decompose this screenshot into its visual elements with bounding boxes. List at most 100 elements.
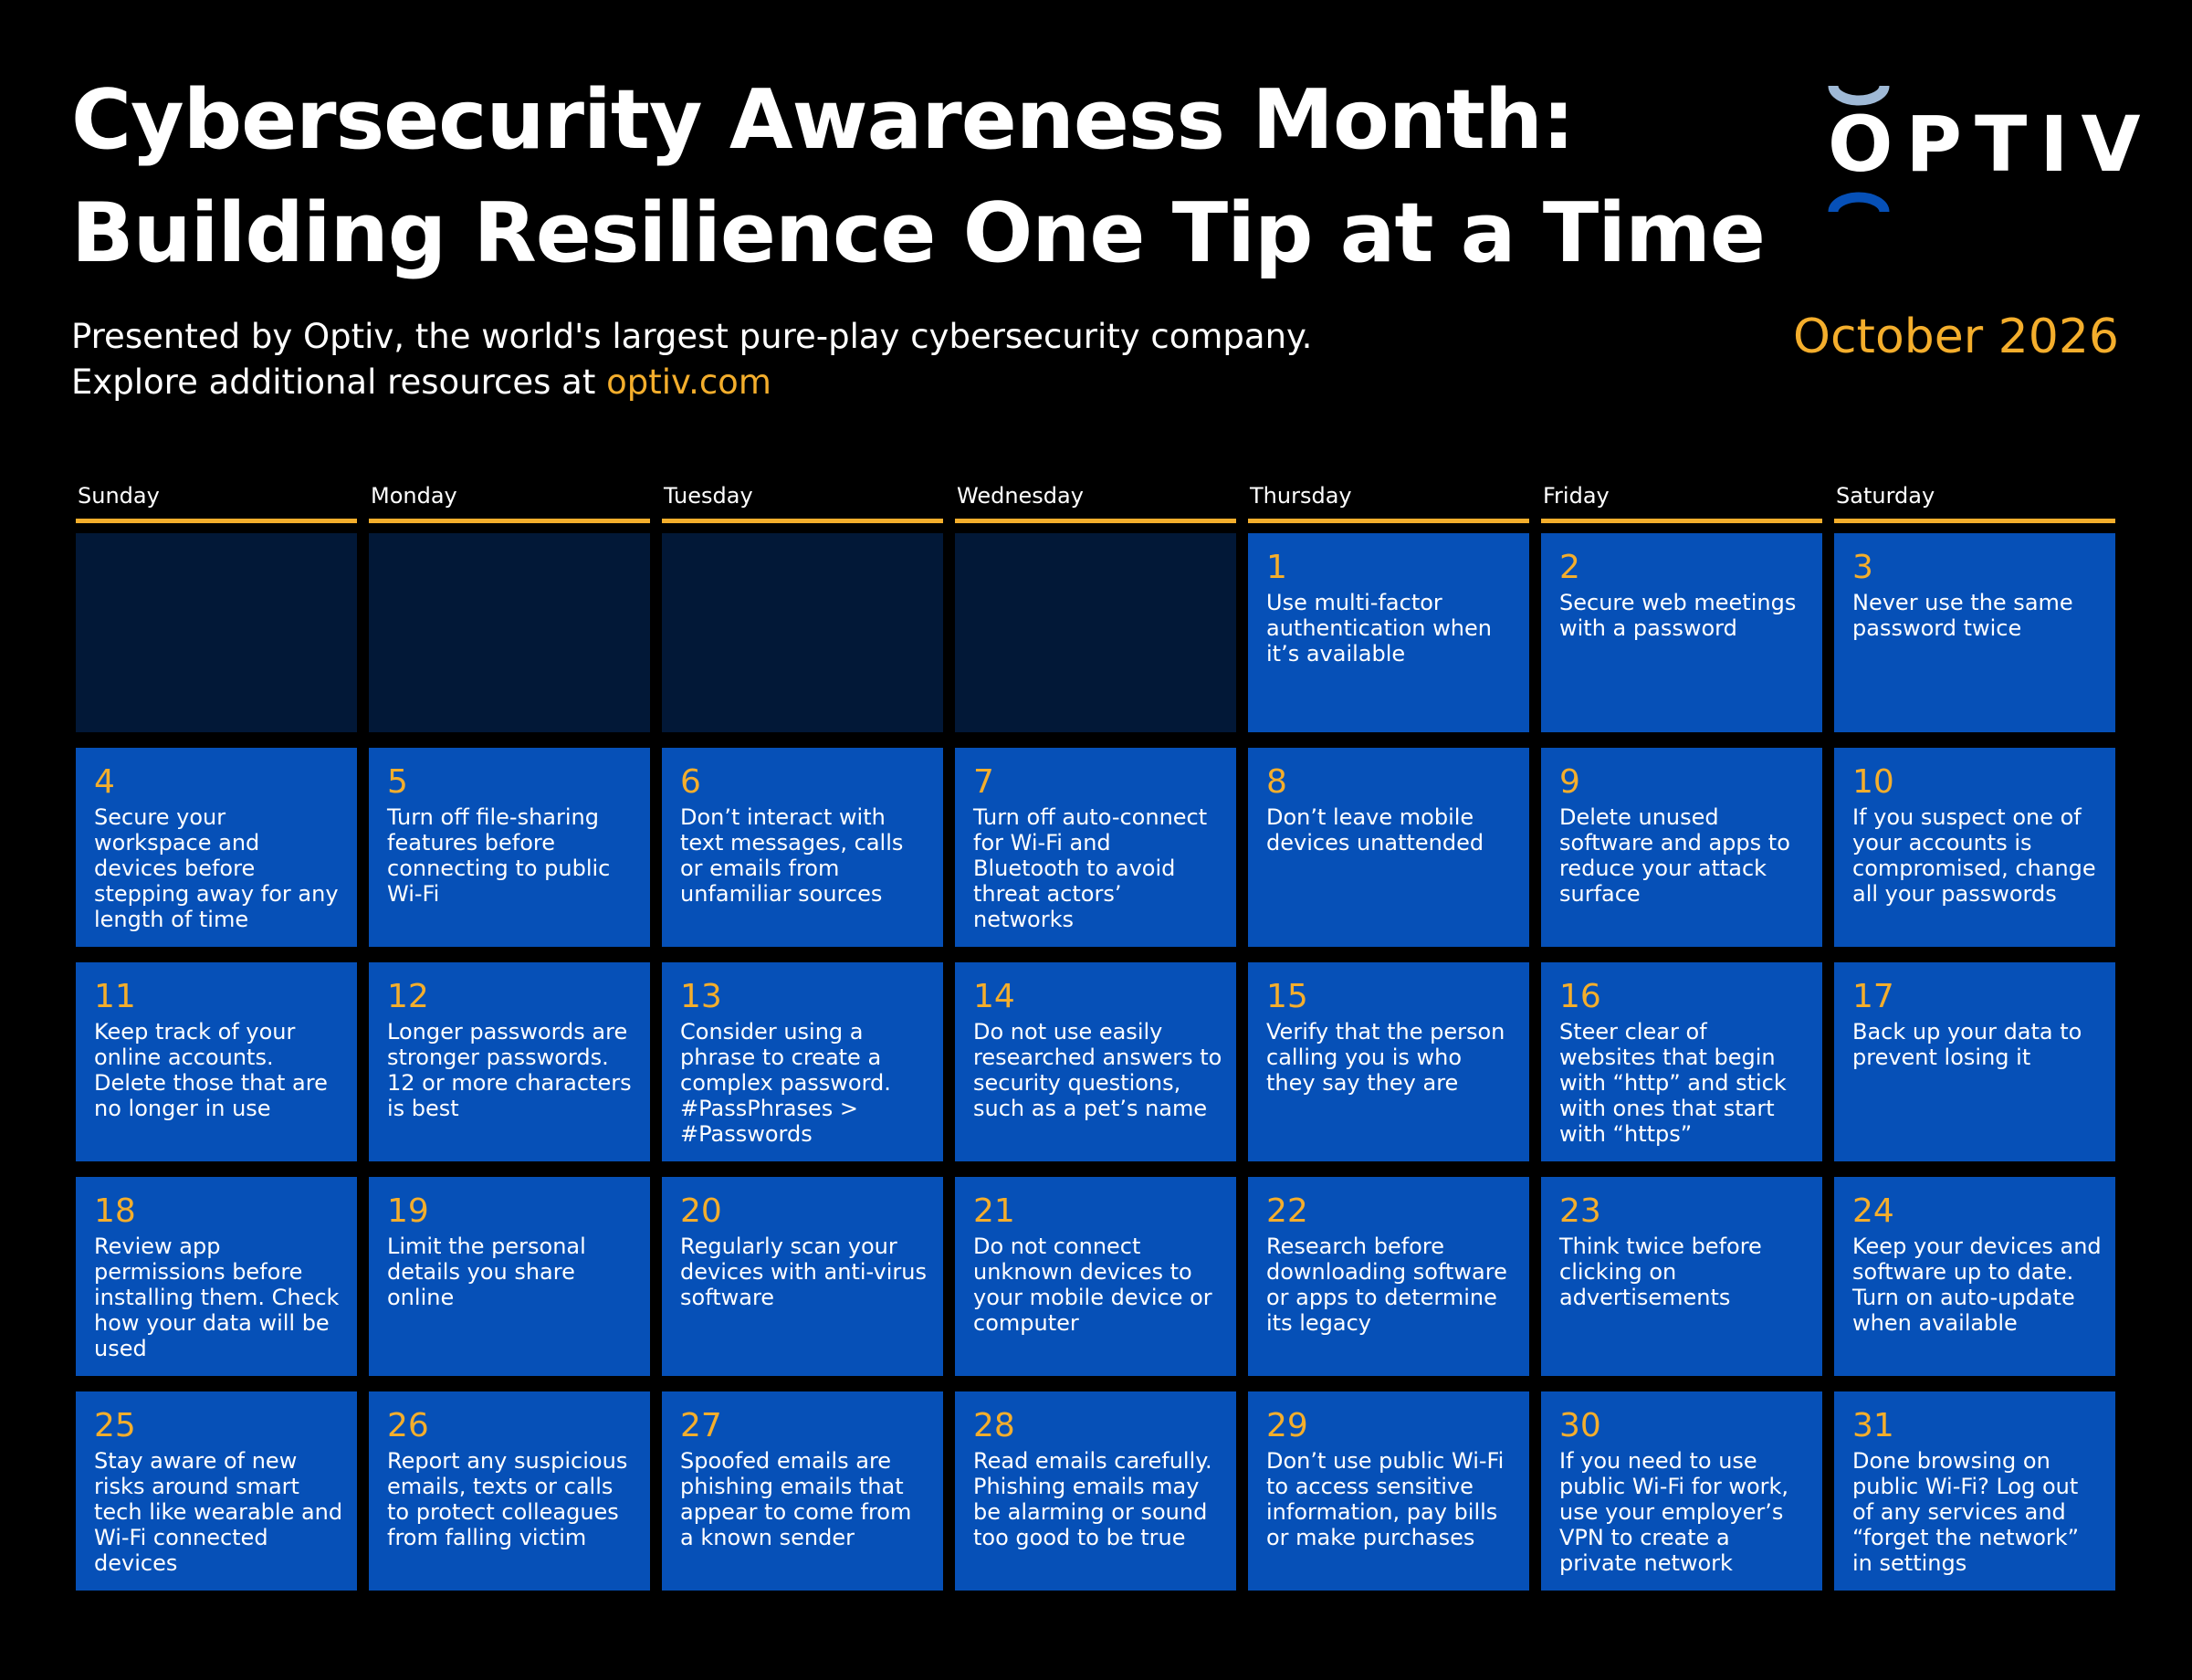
calendar-day-cell: 20 Regularly scan your devices with anti-… [662,1177,943,1376]
day-tip: Keep track of your online accounts. Dele… [94,1019,328,1121]
day-tip: Do not use easily researched answers to … [973,1019,1222,1121]
day-tip: Research before downloading software or … [1266,1234,1507,1336]
optiv-link[interactable]: optiv.com [606,362,771,402]
day-tip: Secure web meetings with a password [1559,590,1797,641]
calendar-day-cell: 26 Report any suspicious emails, texts or… [369,1391,650,1591]
day-tip: Think twice before clicking on advertise… [1559,1234,1762,1310]
day-number: 1 [1266,549,1287,586]
calendar-cell-empty [369,533,650,732]
day-tip: Don’t use public Wi-Fi to access sensiti… [1266,1448,1505,1550]
calendar-day-cell: 17 Back up your data to prevent losing it [1834,962,2115,1161]
weekday-header: Sunday Monday Tuesday Wednesday Thursday… [76,479,2115,523]
day-tip: Don’t leave mobile devices unattended [1266,804,1484,856]
calendar-day-cell: 16 Steer clear of websites that begin wit… [1541,962,1822,1161]
day-number: 7 [973,763,994,801]
calendar-day-cell: 23 Think twice before clicking on adverti… [1541,1177,1822,1376]
title-line-2: Building Resilience One Tip at a Time [71,185,1766,281]
day-number: 12 [387,978,429,1015]
calendar-cell-empty [76,533,357,732]
calendar-day-cell: 30 If you need to use public Wi-Fi for wo… [1541,1391,1822,1591]
day-tip: Report any suspicious emails, texts or c… [387,1448,628,1550]
calendar-day-cell: 12 Longer passwords are stronger password… [369,962,650,1161]
optiv-logo-icon [1828,85,1890,213]
day-number: 10 [1852,763,1894,801]
calendar-cell-empty [955,533,1236,732]
day-number: 20 [680,1192,722,1230]
day-number: 14 [973,978,1015,1015]
day-tip: If you suspect one of your accounts is c… [1852,804,2096,907]
calendar-day-cell: 21 Do not connect unknown devices to your… [955,1177,1236,1376]
subtitle: Presented by Optiv, the world's largest … [71,314,1312,405]
calendar-day-cell: 8 Don’t leave mobile devices unattended [1248,748,1529,947]
day-tip: Back up your data to prevent losing it [1852,1019,2082,1070]
day-tip: Verify that the person calling you is wh… [1266,1019,1505,1096]
day-number: 26 [387,1407,429,1444]
calendar-grid: 1 Use multi-factor authentication when it… [76,533,2115,1591]
day-tip: Read emails carefully. Phishing emails m… [973,1448,1212,1550]
calendar-day-cell: 27 Spoofed emails are phishing emails tha… [662,1391,943,1591]
calendar-day-cell: 5 Turn off file-sharing features before c… [369,748,650,947]
calendar-day-cell: 3 Never use the same password twice [1834,533,2115,732]
weekday-sunday: Sunday [76,479,357,523]
calendar-day-cell: 15 Verify that the person calling you is … [1248,962,1529,1161]
subtitle-line-2: Explore additional resources at optiv.co… [71,360,1312,405]
day-tip: Turn off file-sharing features before co… [387,804,611,907]
day-tip: Limit the personal details you share onl… [387,1234,586,1310]
calendar-day-cell: 9 Delete unused software and apps to redu… [1541,748,1822,947]
day-tip: Delete unused software and apps to reduc… [1559,804,1790,907]
day-number: 15 [1266,978,1308,1015]
calendar-day-cell: 7 Turn off auto-connect for Wi-Fi and Blu… [955,748,1236,947]
calendar-day-cell: 10 If you suspect one of your accounts is… [1834,748,2115,947]
day-tip: Secure your workspace and devices before… [94,804,339,932]
day-number: 29 [1266,1407,1308,1444]
day-number: 2 [1559,549,1580,586]
day-number: 8 [1266,763,1287,801]
weekday-tuesday: Tuesday [662,479,943,523]
logo-text: OPTIV [1828,100,2154,189]
calendar-day-cell: 13 Consider using a phrase to create a co… [662,962,943,1161]
day-number: 30 [1559,1407,1601,1444]
day-number: 9 [1559,763,1580,801]
day-number: 24 [1852,1192,1894,1230]
month-label: October 2026 [1793,310,2119,364]
day-tip: Done browsing on public Wi-Fi? Log out o… [1852,1448,2080,1576]
day-tip: Don’t interact with text messages, calls… [680,804,904,907]
calendar-day-cell: 1 Use multi-factor authentication when it… [1248,533,1529,732]
calendar-day-cell: 4 Secure your workspace and devices befor… [76,748,357,947]
day-tip: Keep your devices and software up to dat… [1852,1234,2102,1336]
day-number: 31 [1852,1407,1894,1444]
calendar-day-cell: 29 Don’t use public Wi-Fi to access sensi… [1248,1391,1529,1591]
day-tip: Never use the same password twice [1852,590,2073,641]
day-number: 21 [973,1192,1015,1230]
day-tip: Longer passwords are stronger passwords.… [387,1019,632,1121]
day-tip: Regularly scan your devices with anti-vi… [680,1234,927,1310]
day-number: 28 [973,1407,1015,1444]
calendar-day-cell: 14 Do not use easily researched answers t… [955,962,1236,1161]
day-number: 23 [1559,1192,1601,1230]
day-number: 4 [94,763,115,801]
day-number: 18 [94,1192,136,1230]
calendar-day-cell: 25 Stay aware of new risks around smart t… [76,1391,357,1591]
calendar-day-cell: 24 Keep your devices and software up to d… [1834,1177,2115,1376]
day-number: 6 [680,763,701,801]
calendar-day-cell: 31 Done browsing on public Wi-Fi? Log out… [1834,1391,2115,1591]
day-tip: Consider using a phrase to create a comp… [680,1019,891,1147]
page-title: Cybersecurity Awareness Month: Building … [71,64,1766,290]
calendar-day-cell: 28 Read emails carefully. Phishing emails… [955,1391,1236,1591]
day-tip: Review app permissions before installing… [94,1234,340,1361]
day-number: 16 [1559,978,1601,1015]
registered-mark: ® [2105,157,2120,174]
day-tip: Steer clear of websites that begin with … [1559,1019,1787,1147]
calendar-cell-empty [662,533,943,732]
calendar-day-cell: 22 Research before downloading software o… [1248,1177,1529,1376]
calendar-day-cell: 11 Keep track of your online accounts. De… [76,962,357,1161]
day-number: 27 [680,1407,722,1444]
weekday-saturday: Saturday [1834,479,2115,523]
calendar-day-cell: 6 Don’t interact with text messages, call… [662,748,943,947]
day-tip: Use multi-factor authentication when it’… [1266,590,1492,667]
day-number: 22 [1266,1192,1308,1230]
day-tip: Stay aware of new risks around smart tec… [94,1448,343,1576]
day-number: 3 [1852,549,1873,586]
subtitle-prefix: Explore additional resources at [71,362,607,402]
title-line-1: Cybersecurity Awareness Month: [71,72,1575,168]
